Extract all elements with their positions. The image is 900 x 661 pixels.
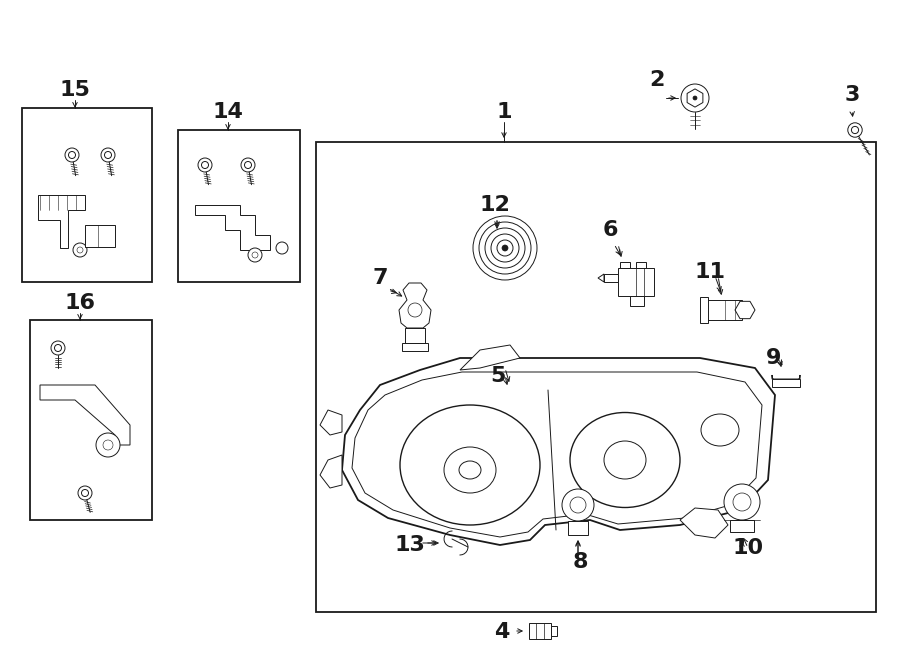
Circle shape <box>65 148 79 162</box>
Ellipse shape <box>459 461 481 479</box>
Ellipse shape <box>570 412 680 508</box>
Text: 6: 6 <box>602 220 617 240</box>
Bar <box>568 521 588 535</box>
Bar <box>178 130 300 282</box>
Text: 9: 9 <box>766 348 782 368</box>
Bar <box>630 296 644 306</box>
Polygon shape <box>38 195 85 248</box>
Polygon shape <box>772 375 800 387</box>
Circle shape <box>73 243 87 257</box>
Circle shape <box>851 126 859 134</box>
Polygon shape <box>680 508 728 538</box>
Circle shape <box>68 151 76 159</box>
Circle shape <box>51 341 65 355</box>
Circle shape <box>104 151 112 159</box>
Circle shape <box>202 161 209 169</box>
Circle shape <box>245 161 251 169</box>
Polygon shape <box>195 205 270 250</box>
Bar <box>316 142 876 612</box>
Bar <box>618 268 654 296</box>
Bar <box>402 343 428 351</box>
Text: 13: 13 <box>394 535 426 555</box>
Polygon shape <box>342 358 775 545</box>
Bar <box>85 225 115 247</box>
Polygon shape <box>352 372 762 537</box>
Ellipse shape <box>400 405 540 525</box>
Circle shape <box>82 490 88 496</box>
Ellipse shape <box>604 441 646 479</box>
Text: 12: 12 <box>480 195 510 215</box>
Circle shape <box>724 484 760 520</box>
Circle shape <box>473 216 537 280</box>
Polygon shape <box>460 345 520 370</box>
Bar <box>405 328 425 343</box>
Circle shape <box>101 148 115 162</box>
Circle shape <box>78 486 92 500</box>
Ellipse shape <box>701 414 739 446</box>
Text: 7: 7 <box>373 268 388 288</box>
Polygon shape <box>320 410 342 435</box>
Text: 8: 8 <box>572 552 588 572</box>
Text: 15: 15 <box>59 80 90 100</box>
Bar <box>22 108 152 282</box>
Circle shape <box>562 489 594 521</box>
Circle shape <box>681 84 709 112</box>
Polygon shape <box>40 385 130 445</box>
Bar <box>636 262 646 268</box>
Bar <box>620 262 630 268</box>
Circle shape <box>502 245 508 251</box>
Circle shape <box>198 158 212 172</box>
Bar <box>704 300 742 320</box>
Text: 3: 3 <box>844 85 860 105</box>
Polygon shape <box>320 455 342 488</box>
Circle shape <box>848 123 862 137</box>
Bar <box>551 626 557 636</box>
Text: 5: 5 <box>491 366 506 386</box>
Circle shape <box>248 248 262 262</box>
Bar <box>529 623 551 639</box>
Text: 11: 11 <box>695 262 725 282</box>
Text: 16: 16 <box>65 293 95 313</box>
Circle shape <box>241 158 255 172</box>
Bar <box>772 379 800 387</box>
Polygon shape <box>735 301 755 319</box>
Bar <box>30 320 152 520</box>
Ellipse shape <box>444 447 496 493</box>
Circle shape <box>96 433 120 457</box>
Text: 10: 10 <box>733 538 763 558</box>
Circle shape <box>693 96 697 100</box>
Text: 1: 1 <box>496 102 512 122</box>
Polygon shape <box>604 274 618 282</box>
Text: 2: 2 <box>649 70 665 90</box>
Bar <box>700 297 708 323</box>
Polygon shape <box>598 274 604 282</box>
Circle shape <box>55 344 61 352</box>
Text: 14: 14 <box>212 102 243 122</box>
Text: 4: 4 <box>494 622 509 642</box>
Bar <box>730 520 754 532</box>
Polygon shape <box>687 89 703 107</box>
Polygon shape <box>399 283 431 328</box>
Circle shape <box>276 242 288 254</box>
